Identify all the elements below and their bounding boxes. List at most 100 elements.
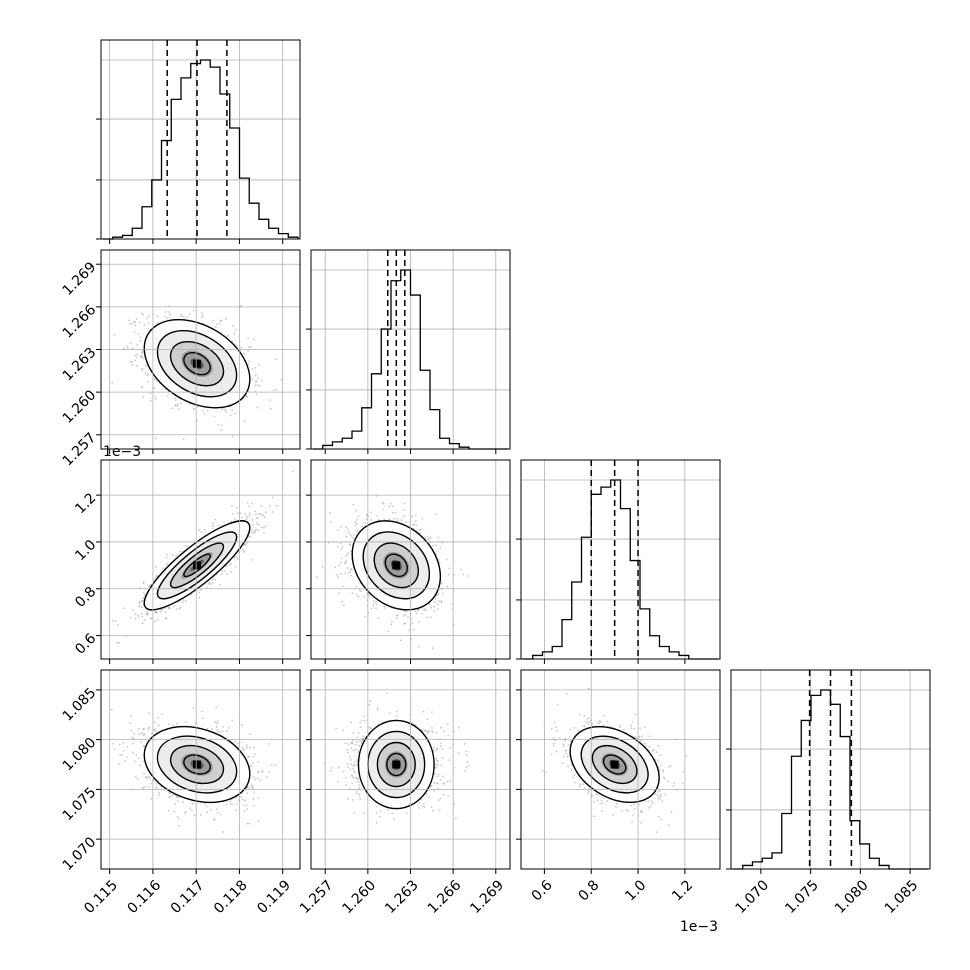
- scatter-point: [395, 617, 398, 620]
- scatter-point: [226, 334, 229, 337]
- scatter-point: [149, 583, 152, 586]
- scatter-point: [432, 544, 435, 547]
- scatter-point: [274, 764, 277, 767]
- scatter-point: [259, 513, 262, 515]
- scatter-point: [352, 749, 355, 752]
- scatter-point: [182, 315, 185, 318]
- scatter-point: [625, 809, 628, 811]
- scatter-point: [375, 821, 378, 824]
- scatter-point: [376, 514, 379, 517]
- scatter-point: [140, 312, 143, 315]
- scatter-point: [631, 820, 633, 823]
- scatter-point: [355, 509, 357, 512]
- scatter-point: [246, 501, 249, 504]
- scatter-point: [233, 332, 236, 335]
- scatter-point: [175, 722, 178, 725]
- scatter-point: [132, 609, 135, 611]
- scatter-point: [336, 546, 339, 548]
- scatter-point: [663, 777, 666, 780]
- scatter-point: [633, 735, 636, 738]
- scatter-point: [578, 783, 581, 786]
- scatter-point: [143, 594, 146, 597]
- scatter-point: [148, 315, 150, 317]
- scatter-point: [153, 729, 156, 732]
- scatter-point: [245, 744, 248, 747]
- scatter-point: [143, 324, 146, 326]
- contour-line: [591, 744, 638, 785]
- scatter-point: [357, 792, 360, 795]
- hist-panel-2: [516, 459, 721, 664]
- scatter-point: [155, 380, 158, 382]
- scatter-point: [438, 809, 441, 812]
- scatter-point: [602, 724, 605, 727]
- scatter-point: [415, 524, 418, 527]
- scatter-point: [436, 775, 439, 778]
- param-3-x-tick-label: 1.075: [782, 877, 822, 917]
- scatter-point: [211, 525, 214, 528]
- scatter-point: [167, 796, 170, 798]
- scatter-point: [352, 731, 355, 734]
- scatter-point: [414, 514, 417, 517]
- scatter-point: [265, 776, 268, 779]
- scatter-point: [224, 410, 227, 413]
- scatter-point: [403, 509, 406, 512]
- scatter-point: [448, 759, 451, 762]
- scatter-point: [257, 820, 260, 823]
- scatter-point: [134, 775, 137, 778]
- axes-frame: [520, 459, 721, 660]
- scatter-point: [214, 326, 217, 329]
- scatter-point: [623, 728, 625, 731]
- scatter-point: [667, 824, 670, 827]
- scatter-point: [442, 793, 445, 796]
- scatter-point: [562, 755, 565, 758]
- scatter-point: [433, 601, 436, 603]
- scatter-point: [168, 313, 171, 316]
- scatter-point: [254, 374, 257, 376]
- scatter-point: [351, 742, 353, 745]
- scatter-point: [200, 531, 203, 534]
- scatter-point: [391, 505, 394, 508]
- scatter-point: [196, 419, 199, 422]
- contour-line: [169, 744, 225, 785]
- scatter-point: [364, 616, 367, 618]
- scatter-point: [652, 749, 655, 751]
- scatter-point: [209, 583, 212, 586]
- scatter-point: [587, 687, 590, 690]
- scatter-point: [638, 803, 640, 806]
- scatter-point: [418, 801, 421, 804]
- scatter-point: [555, 750, 558, 753]
- scatter-point: [178, 607, 181, 610]
- scatter-point: [167, 606, 170, 609]
- scatter-point: [356, 593, 358, 596]
- scatter-point: [202, 314, 204, 317]
- scatter-point: [256, 517, 259, 519]
- scatter-point: [353, 761, 356, 763]
- scatter-point: [275, 358, 278, 361]
- scatter-point: [216, 808, 218, 811]
- scatter-point: [158, 724, 160, 727]
- scatter-point: [225, 565, 227, 568]
- scatter-point: [363, 595, 366, 598]
- scatter-point: [668, 766, 670, 768]
- scatter-point: [291, 470, 294, 473]
- scatter-point: [355, 518, 358, 521]
- scatter-point: [198, 529, 201, 531]
- scatter-point: [188, 403, 191, 406]
- scatter-point: [259, 779, 262, 782]
- scatter-point: [564, 737, 567, 740]
- scatter-point: [566, 755, 569, 758]
- scatter-point: [251, 787, 254, 790]
- scatter-point: [225, 803, 228, 806]
- scatter-point: [242, 749, 244, 752]
- scatter-point: [340, 572, 343, 575]
- scatter-point: [411, 622, 414, 624]
- scatter-point: [655, 751, 658, 754]
- scatter-point: [381, 501, 384, 504]
- scatter-point: [223, 569, 226, 572]
- scatter-point: [350, 550, 352, 553]
- density-peak: [392, 561, 401, 570]
- scatter-point: [598, 722, 601, 725]
- contour-line: [169, 542, 225, 589]
- scatter-point: [259, 385, 261, 388]
- scatter-point: [128, 322, 131, 325]
